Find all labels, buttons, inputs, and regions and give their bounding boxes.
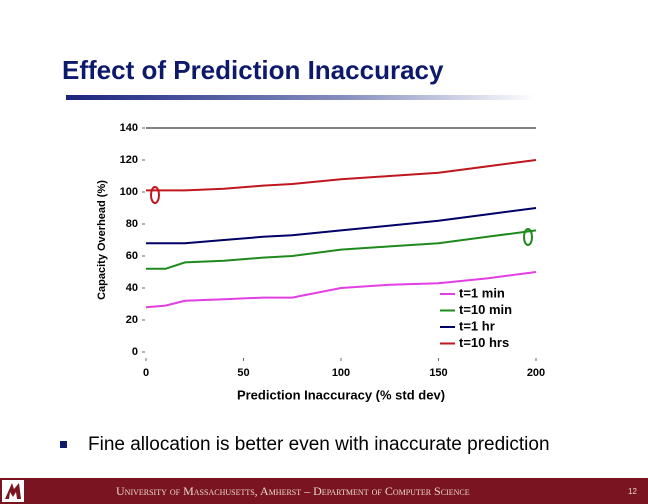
page-number: 12 bbox=[628, 487, 637, 496]
footer-text: University of Massachusetts, Amherst – D… bbox=[116, 484, 470, 498]
legend-label: t=10 hrs bbox=[459, 335, 509, 350]
x-tick-label: 0 bbox=[143, 367, 149, 379]
series-line bbox=[146, 159, 537, 192]
title-underline bbox=[66, 95, 536, 100]
bullet-text: Fine allocation is better even with inac… bbox=[88, 434, 550, 455]
slide-title: Effect of Prediction Inaccuracy bbox=[62, 55, 444, 85]
x-tick-label: 50 bbox=[237, 367, 249, 379]
y-tick-label: 140 bbox=[120, 122, 138, 134]
y-tick-label: 0 bbox=[132, 346, 138, 358]
marker-oval bbox=[150, 186, 160, 204]
x-tick-label: 100 bbox=[332, 367, 350, 379]
legend-label: t=1 min bbox=[459, 285, 505, 300]
x-axis-label: Prediction Inaccuracy (% std dev) bbox=[237, 387, 445, 402]
y-tick-label: 120 bbox=[120, 154, 138, 166]
series-line bbox=[146, 229, 537, 270]
x-tick-label: 200 bbox=[527, 367, 545, 379]
y-axis-label: Capacity Overhead (%) bbox=[96, 180, 108, 300]
y-tick-label: 20 bbox=[126, 314, 138, 326]
y-tick-label: 80 bbox=[126, 218, 138, 230]
x-tick-label: 150 bbox=[429, 367, 447, 379]
legend-label: t=1 hr bbox=[459, 318, 495, 333]
y-tick-label: 100 bbox=[120, 186, 138, 198]
footer-bar bbox=[0, 478, 648, 504]
logo-mark bbox=[5, 483, 21, 499]
bullet-marker bbox=[60, 441, 67, 448]
legend-label: t=10 min bbox=[459, 302, 512, 317]
series-line bbox=[145, 271, 537, 309]
y-tick-label: 40 bbox=[126, 282, 138, 294]
y-tick-label: 60 bbox=[126, 250, 138, 262]
series-line bbox=[146, 207, 537, 245]
marker-oval bbox=[523, 228, 533, 246]
